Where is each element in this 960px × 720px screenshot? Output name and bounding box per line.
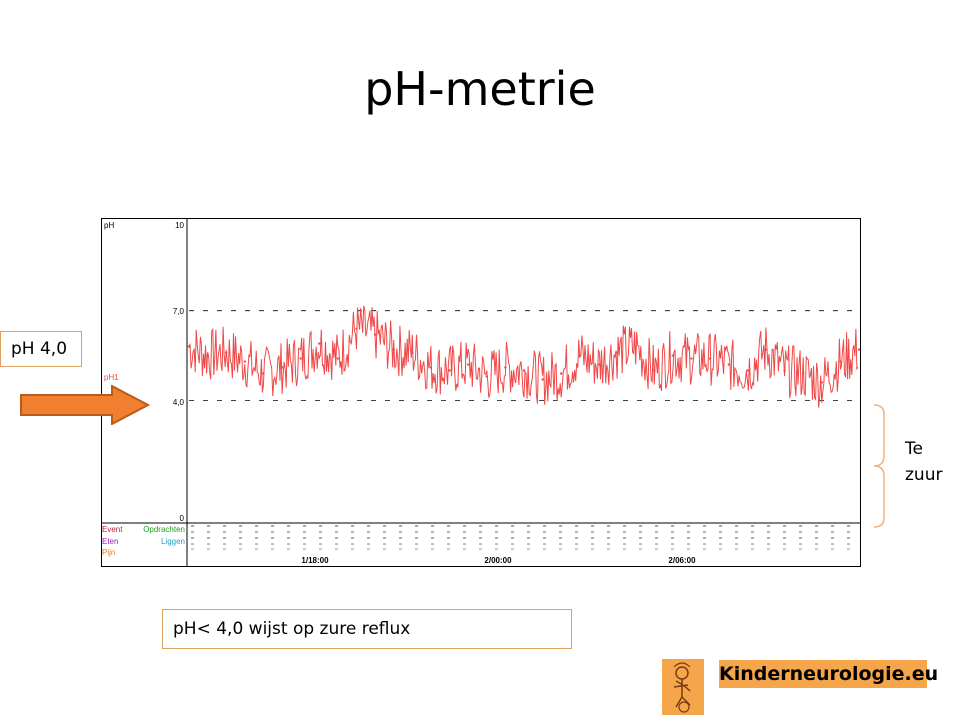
ph1-data-point xyxy=(504,366,507,369)
ph-chart: pH 10 7,0 4,0 0 pH1 Event Opdrachten Ete… xyxy=(101,218,861,567)
ph-threshold-callout: pH 4,0 xyxy=(0,331,82,367)
acid-side-note: Te zuur xyxy=(905,436,942,488)
brand-logo-text: Kinderneurologie.eu xyxy=(719,660,938,688)
event-label-pijn: Pijn xyxy=(102,548,115,557)
ph1-data-point xyxy=(187,345,191,348)
ph1-data-point xyxy=(280,366,284,369)
ph1-data-point xyxy=(466,363,470,366)
ph1-data-point xyxy=(373,333,377,336)
ph1-data-point xyxy=(448,369,451,372)
x-tick-label: 2/00:00 xyxy=(484,556,512,565)
ph1-data-point xyxy=(764,348,768,351)
ph1-data-point xyxy=(801,372,805,375)
ph1-data-point xyxy=(708,357,712,360)
y-tick-label: 10 xyxy=(175,221,184,230)
ph1-data-point xyxy=(820,381,823,384)
ph1-data-point xyxy=(355,327,358,330)
event-label-event: Event xyxy=(102,525,123,534)
ph1-data-point xyxy=(634,345,637,348)
side-note-line: Te xyxy=(905,439,923,459)
ph1-data-point xyxy=(746,369,749,372)
event-label-opdrachten: Opdrachten xyxy=(143,525,185,534)
reflux-note: pH< 4,0 wijst op zure reflux xyxy=(162,609,572,649)
y-tick-label: 4,0 xyxy=(173,398,185,407)
ph1-series-line xyxy=(188,305,859,408)
y-tick-label: 0 xyxy=(180,514,185,523)
right-brace-icon xyxy=(873,404,885,528)
ph1-data-point xyxy=(429,366,433,369)
ph1-data-point xyxy=(485,375,488,378)
ph1-data-point xyxy=(783,369,786,372)
ph1-data-point xyxy=(336,357,340,360)
ph1-data-point xyxy=(615,351,619,354)
side-note-line: zuur xyxy=(905,465,943,485)
ph1-data-point xyxy=(541,378,544,381)
ph1-data-point xyxy=(225,351,228,354)
ph1-data-point xyxy=(653,369,656,372)
ph1-data-point xyxy=(597,363,600,366)
y-axis-label: pH xyxy=(104,221,114,230)
series-label: pH1 xyxy=(104,373,119,382)
ph1-data-point xyxy=(299,357,302,360)
ph1-data-point xyxy=(262,372,265,375)
page-title: pH-metrie xyxy=(364,62,596,116)
ph1-data-point xyxy=(392,348,395,351)
ph1-data-point xyxy=(318,342,321,345)
ph1-data-point xyxy=(243,360,247,363)
ph1-data-point xyxy=(857,348,861,351)
ph1-data-point xyxy=(411,351,414,354)
ph1-data-point xyxy=(839,360,842,363)
child-figure-logo-icon xyxy=(662,659,704,715)
event-label-eten: Eten xyxy=(102,537,118,546)
x-tick-label: 2/06:00 xyxy=(668,556,696,565)
ph1-data-point xyxy=(578,354,582,357)
ph1-data-point xyxy=(522,369,526,372)
ph1-data-point xyxy=(727,363,730,366)
right-arrow-icon xyxy=(20,385,151,425)
ph1-data-point xyxy=(206,354,209,357)
x-tick-label: 1/18:00 xyxy=(301,556,329,565)
ph1-data-point xyxy=(560,372,563,375)
ph1-data-point xyxy=(671,354,675,357)
event-label-liggen: Liggen xyxy=(161,537,185,546)
y-tick-label: 7,0 xyxy=(173,307,185,316)
ph1-data-point xyxy=(690,357,693,360)
